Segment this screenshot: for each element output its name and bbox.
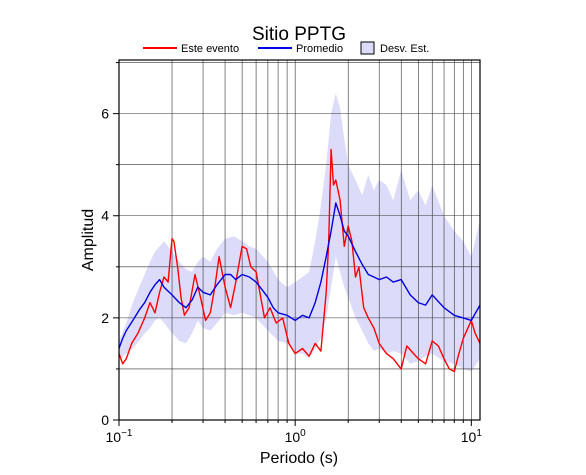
legend-label-este-evento: Este evento: [181, 43, 239, 55]
x-tick-label: 101: [461, 428, 483, 445]
legend-label-promedio: Promedio: [296, 43, 343, 55]
y-tick-label: 0: [101, 412, 109, 428]
series-line-promedio: [118, 202, 481, 349]
legend-swatch-desv-est: [360, 41, 375, 55]
legend-label-desv-est: Desv. Est.: [380, 43, 429, 55]
x-axis-label: Periodo (s): [260, 450, 338, 467]
series-line-este-evento: [118, 148, 481, 373]
axes-layer: 0 2 4 6 10−1 100 101: [101, 62, 483, 445]
series-layer: [118, 148, 481, 373]
y-tick-label: 6: [101, 106, 109, 122]
x-tick-label: 100: [285, 428, 307, 445]
chart-legend: Este evento Promedio Desv. Est.: [143, 41, 429, 55]
plot-area: [118, 59, 481, 421]
y-tick-label: 2: [101, 310, 109, 326]
std-dev-band-layer: [119, 93, 480, 372]
chart-title: Sitio PPTG: [252, 24, 346, 45]
std-dev-band: [119, 93, 480, 372]
x-tick-label: 10−1: [106, 428, 133, 445]
plot-frame: [118, 59, 481, 421]
y-tick-label: 4: [101, 208, 109, 224]
y-axis-label: Amplitud: [80, 209, 97, 271]
